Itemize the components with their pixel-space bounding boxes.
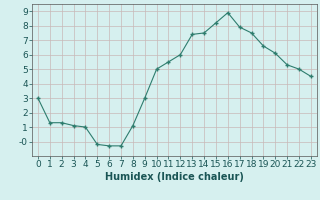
X-axis label: Humidex (Indice chaleur): Humidex (Indice chaleur) xyxy=(105,172,244,182)
